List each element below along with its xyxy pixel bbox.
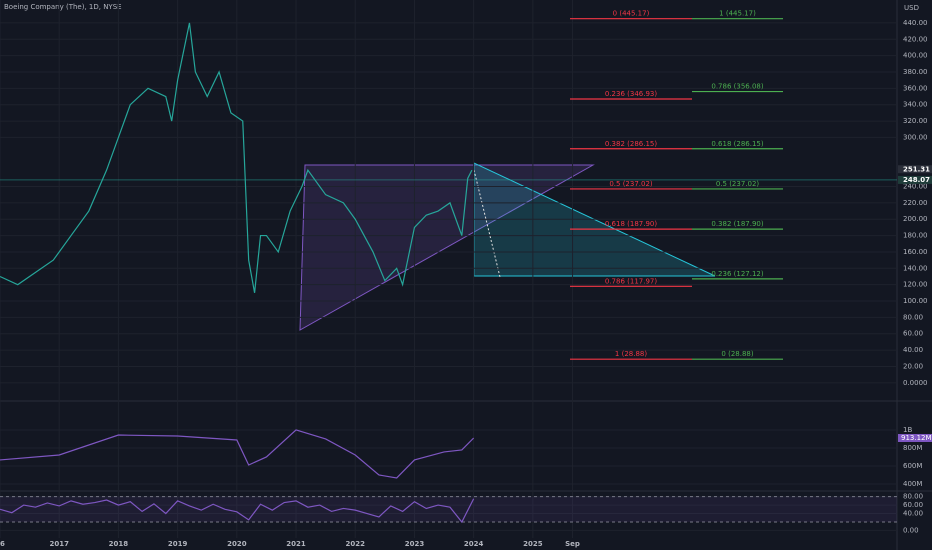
y-tick-label: 240.00 [903,183,928,191]
currency: USD [904,4,919,12]
fib-label: 0.382 (187.90) [711,220,763,228]
x-tick-label: 2022 [346,540,366,548]
fib-label: 1 (28.88) [615,350,647,358]
symbol-title: Boeing Company (The), 1D, NYSE [4,3,122,11]
y-tick-label: 360.00 [903,84,928,92]
y-tick-label: 80.00 [903,313,923,321]
y-tick-label: 0.00 [903,526,919,534]
last-value-label: 913.12M [901,434,932,442]
price-label: 251.31 [903,165,930,173]
y-tick-label: 1B [903,426,912,434]
y-tick-label: 340.00 [903,101,928,109]
fib-label: 0.5 (237.02) [609,180,653,188]
series-line [0,22,473,293]
y-tick-label: 200.00 [903,215,928,223]
y-tick-label: 140.00 [903,264,928,272]
y-tick-label: 320.00 [903,117,928,125]
x-tick-label: 2025 [523,540,543,548]
y-tick-label: 380.00 [903,68,928,76]
fib-label: 0.236 (346.93) [605,90,657,98]
y-tick-label: 420.00 [903,35,928,43]
last-value-box [898,433,932,442]
fib-label: 1 (445.17) [719,10,756,18]
x-tick-label: 16 [0,540,5,548]
y-tick-label: 80.00 [903,493,923,501]
y-tick-label: 60.00 [903,330,923,338]
y-tick-label: 120.00 [903,281,928,289]
x-tick-label: 2019 [168,540,188,548]
y-tick-label: 20.00 [903,362,923,370]
y-tick-label: 220.00 [903,199,928,207]
fib-label: 0.786 (117.97) [605,277,657,285]
y-tick-label: 440.00 [903,19,928,27]
y-tick-label: 40.00 [903,510,923,518]
price-label-box [898,175,932,184]
fib-label: 0.236 (127.12) [711,270,763,278]
y-tick-label: 400.00 [903,52,928,60]
y-tick-label: 400M [903,480,922,488]
price-label-box [898,165,932,174]
y-tick-label: 800M [903,444,922,452]
fib-label: 0 (28.88) [721,350,753,358]
y-tick-label: 600M [903,462,922,470]
fib-label: 0.5 (237.02) [716,180,760,188]
series-line [0,498,475,524]
y-tick-label: 60.00 [903,501,923,509]
y-tick-label: 0.0000 [903,379,928,387]
series-line [0,429,475,479]
fib-label: 0.382 (286.15) [605,140,657,148]
rsi-band-fill [0,496,897,522]
fib-label: 0.786 (356.08) [711,83,763,91]
fib-label: 0.618 (286.15) [711,140,763,148]
price-label: 248.07 [903,176,930,184]
x-tick-label: 2017 [49,540,69,548]
x-tick-label: 2023 [405,540,425,548]
x-tick-label: Sep [565,540,580,548]
y-tick-label: 160.00 [903,248,928,256]
y-tick-label: 180.00 [903,232,928,240]
fib-label: 0 (445.17) [613,10,650,18]
fib-label: 0.618 (187.90) [605,220,657,228]
x-tick-label: 2020 [227,540,247,548]
x-tick-label: 2024 [464,540,484,548]
x-tick-label: 2021 [286,540,306,548]
y-tick-label: 40.00 [903,346,923,354]
triangle-pattern [299,164,595,331]
y-tick-label: 100.00 [903,297,928,305]
x-tick-label: 2018 [109,540,129,548]
y-tick-label: 300.00 [903,133,928,141]
